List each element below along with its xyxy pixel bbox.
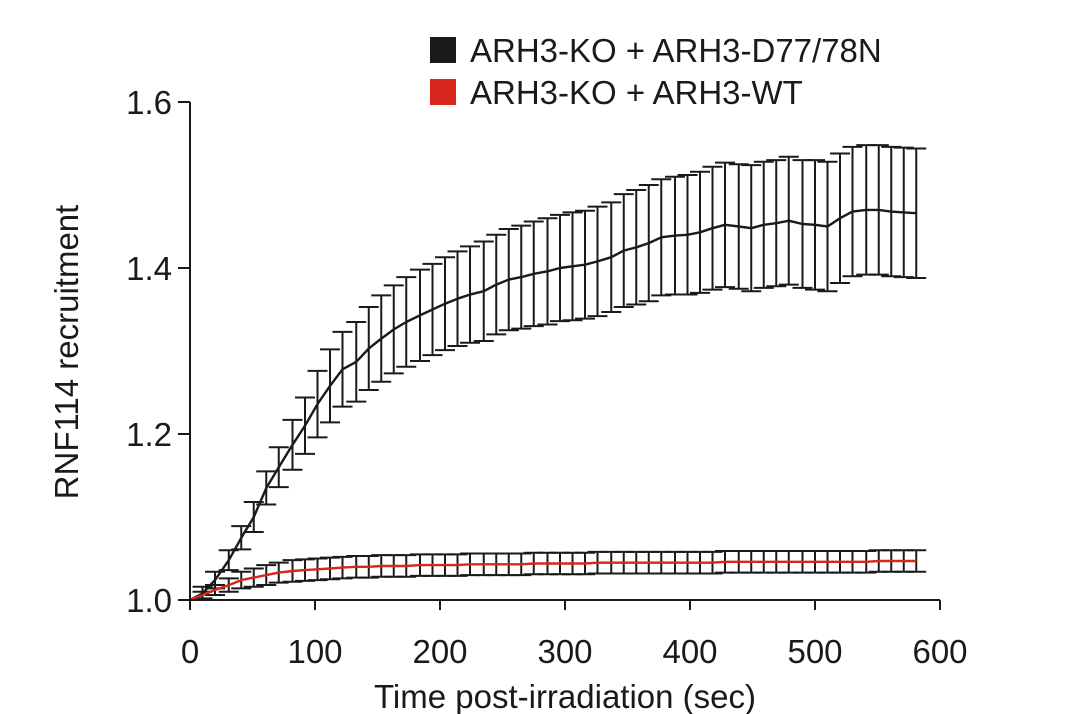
- y-tick-label: 1.0: [126, 582, 172, 619]
- y-axis-title: RNF114 recruitment: [48, 205, 85, 500]
- x-tick-label: 0: [181, 633, 199, 670]
- x-tick-label: 500: [787, 633, 842, 670]
- axes: 0 100 200 300 400 500 600 1.0 1.2 1.4 1.6: [126, 84, 967, 670]
- series-line: [189, 559, 917, 602]
- y-tick-label: 1.4: [126, 250, 172, 287]
- legend: ARH3-KO + ARH3-D77/78N ARH3-KO + ARH3-WT: [430, 32, 882, 111]
- y-tick-label: 1.2: [126, 416, 172, 453]
- legend-swatch: [430, 37, 456, 63]
- series-line: [189, 208, 917, 602]
- x-axis-title: Time post-irradiation (sec): [374, 678, 756, 714]
- series-d77-78n: [189, 144, 927, 602]
- legend-label: ARH3-KO + ARH3-D77/78N: [470, 32, 882, 69]
- y-tick-label: 1.6: [126, 84, 172, 121]
- x-tick-label: 300: [537, 633, 592, 670]
- x-tick-label: 100: [287, 633, 342, 670]
- series-wt: [189, 549, 927, 602]
- x-tick-label: 600: [912, 633, 967, 670]
- legend-label: ARH3-KO + ARH3-WT: [470, 74, 803, 111]
- legend-swatch: [430, 79, 456, 105]
- x-tick-label: 400: [662, 633, 717, 670]
- x-tick-label: 200: [412, 633, 467, 670]
- plot-area: [189, 144, 927, 602]
